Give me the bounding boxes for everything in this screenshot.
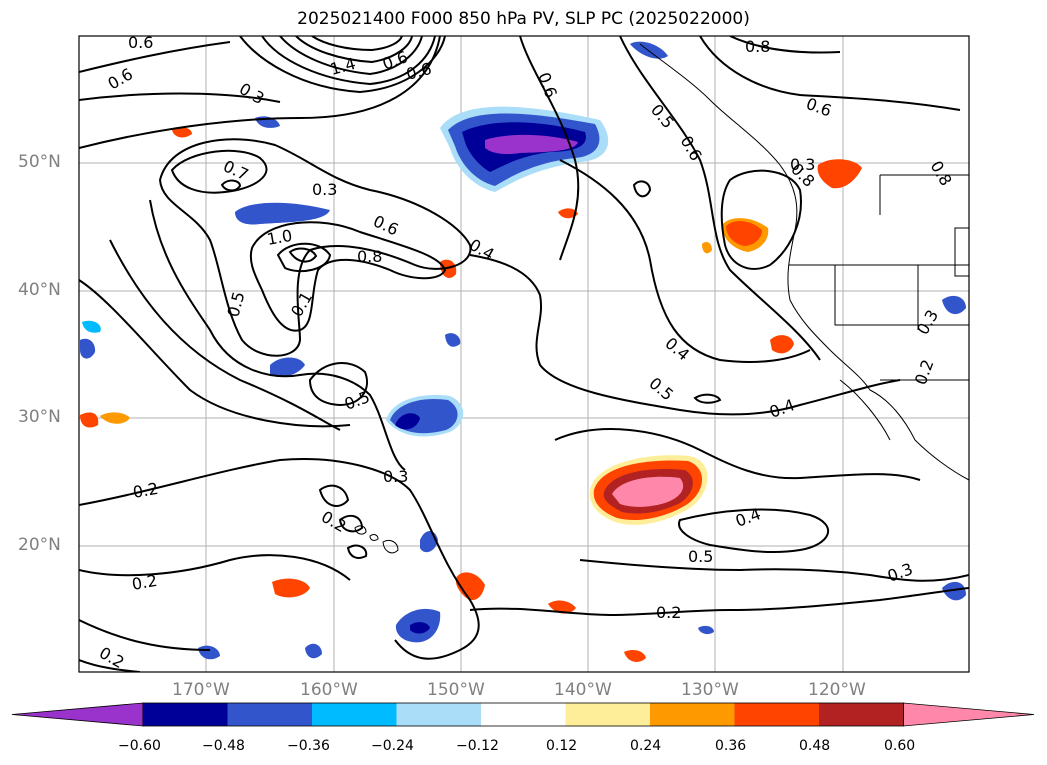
lat-label: 40°N (18, 280, 61, 300)
colorbar-swatch (481, 703, 566, 726)
lon-label: 150°W (427, 680, 485, 700)
contour-label: 0.5 (688, 547, 713, 566)
contour-label: 0.6 (128, 33, 153, 52)
colorbar-tick: −0.24 (371, 738, 414, 754)
colorbar-swatch (143, 703, 228, 726)
colorbar-tick: −0.36 (287, 738, 330, 754)
contour-label: 0.2 (131, 479, 159, 502)
lat-label: 20°N (18, 535, 61, 555)
contour-label: 0.3 (312, 180, 337, 199)
contour-label: 0.2 (656, 603, 681, 622)
colorbar-frame (142, 702, 904, 727)
colorbar (11, 702, 1035, 727)
colorbar-tick: 0.12 (546, 738, 578, 754)
lon-label: 120°W (808, 680, 866, 700)
pv-positive-region (589, 455, 708, 525)
colorbar-extend-high (903, 702, 1035, 727)
colorbar-tick: 0.48 (799, 738, 831, 754)
pv-positive-region (80, 127, 862, 662)
lon-label: 140°W (554, 680, 612, 700)
pv-negative-region (440, 106, 609, 192)
hawaii-islands (354, 525, 399, 554)
slp-contours (79, 36, 969, 672)
lat-label: 50°N (18, 152, 61, 172)
colorbar-tick: 0.60 (884, 738, 916, 754)
contour-label: 0.3 (790, 155, 815, 174)
colorbar-swatch (227, 703, 313, 726)
contour-label: 1.0 (265, 226, 293, 249)
pv-negative-region (386, 395, 464, 437)
lon-label: 160°W (300, 680, 358, 700)
colorbar-swatch (819, 703, 904, 726)
colorbar-tick: −0.12 (456, 738, 499, 754)
lon-label: 170°W (172, 680, 230, 700)
pv-negative-region (80, 41, 966, 660)
coastline (639, 43, 969, 481)
colorbar-swatch (734, 703, 820, 726)
colorbar-tick: 0.24 (630, 738, 662, 754)
lon-label: 130°W (681, 680, 739, 700)
colorbar-swatch (312, 703, 397, 726)
contour-label: 0.8 (745, 37, 770, 56)
colorbar-swatch (396, 703, 482, 726)
map-title: 2025021400 F000 850 hPa PV, SLP PC (2025… (297, 9, 750, 29)
colorbar-extend-low (11, 702, 144, 727)
map-frame (78, 35, 970, 673)
contour-label: 0.3 (383, 467, 408, 486)
colorbar-swatch (650, 703, 735, 726)
contour-label: 0.8 (357, 247, 382, 266)
colorbar-tick: −0.48 (202, 738, 245, 754)
lat-label: 30°N (18, 407, 61, 427)
colorbar-tick: 0.36 (715, 738, 747, 754)
contour-label: 0.2 (130, 571, 158, 594)
colorbar-swatch (565, 703, 651, 726)
colorbar-tick: −0.60 (118, 738, 161, 754)
